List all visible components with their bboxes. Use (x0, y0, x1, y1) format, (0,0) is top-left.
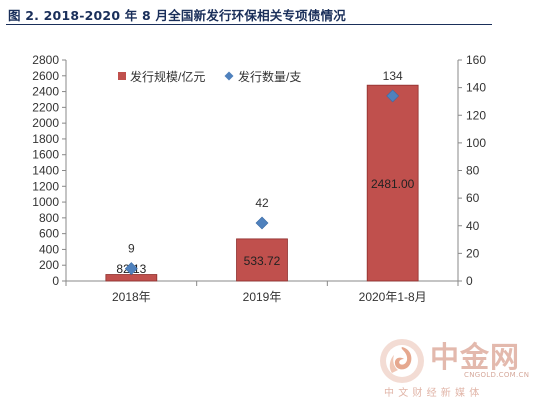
left-axis-tick-label: 1200 (32, 179, 59, 193)
cngold-logo-icon (380, 339, 424, 383)
right-axis-tick-label: 40 (466, 219, 480, 233)
left-axis-tick-label: 1600 (32, 148, 59, 162)
left-axis-tick-label: 200 (39, 258, 59, 272)
right-axis-tick-label: 60 (466, 191, 480, 205)
marker-data-label: 134 (383, 69, 403, 83)
legend-bar-label: 发行规模/亿元 (130, 69, 205, 84)
x-axis-category-label: 2019年 (243, 290, 282, 304)
left-axis-tick-label: 600 (39, 227, 59, 241)
left-axis-tick-label: 400 (39, 242, 59, 256)
x-axis: 2018年 2019年 2020年1-8月 (65, 280, 459, 304)
bar (366, 84, 419, 282)
left-axis-tick-label: 2400 (32, 85, 59, 99)
watermark-domain: CNGOLD.COM.CN (464, 371, 530, 379)
bar-data-label: 2481.00 (371, 177, 415, 191)
legend-marker-label: 发行数量/支 (238, 69, 301, 84)
bar (236, 238, 288, 282)
x-axis-category-label: 2020年1-8月 (359, 290, 427, 304)
watermark-slogan: 中文财经新媒体 (384, 388, 484, 399)
watermark: 中金网 CNGOLD.COM.CN 中文财经新媒体 (378, 334, 530, 400)
left-axis-tick-label: 800 (39, 211, 59, 225)
marker-data-label: 42 (255, 196, 269, 210)
right-y-axis: 0 20 40 60 80 100 120 140 160 (457, 53, 486, 288)
watermark-brand: 中金网 (430, 340, 521, 374)
title-rule (6, 24, 492, 25)
right-axis-tick-label: 120 (466, 108, 486, 122)
right-axis-tick-label: 100 (466, 136, 486, 150)
left-axis-tick-label: 2600 (32, 69, 59, 83)
x-axis-category-label: 2018年 (112, 290, 151, 304)
left-axis-tick-label: 2000 (32, 116, 59, 130)
left-axis-tick-label: 0 (52, 274, 59, 288)
bar-data-label: 533.72 (244, 254, 281, 268)
legend-bar-swatch (118, 72, 126, 80)
legend-marker-swatch (224, 71, 234, 81)
left-axis-tick-label: 1400 (32, 164, 59, 178)
left-axis-tick-label: 2200 (32, 100, 59, 114)
legend: 发行规模/亿元 发行数量/支 (118, 69, 301, 84)
left-axis-tick-label: 2800 (32, 53, 59, 67)
right-axis-tick-label: 160 (466, 53, 486, 67)
right-axis-tick-label: 80 (466, 164, 480, 178)
left-axis-tick-label: 1000 (32, 195, 59, 209)
diamond-marker (255, 216, 269, 230)
right-axis-tick-label: 140 (466, 81, 486, 95)
marker-series: 9 42 134 (124, 69, 403, 275)
right-axis-tick-label: 0 (466, 274, 473, 288)
figure-title: 图 2. 2018-2020 年 8 月全国新发行环保相关专项债情况 (8, 8, 346, 23)
diamond-marker (386, 89, 400, 103)
right-axis-tick-label: 20 (466, 246, 480, 260)
left-axis-tick-label: 1800 (32, 132, 59, 146)
diamond-marker (124, 262, 138, 275)
marker-data-label: 9 (128, 242, 135, 256)
